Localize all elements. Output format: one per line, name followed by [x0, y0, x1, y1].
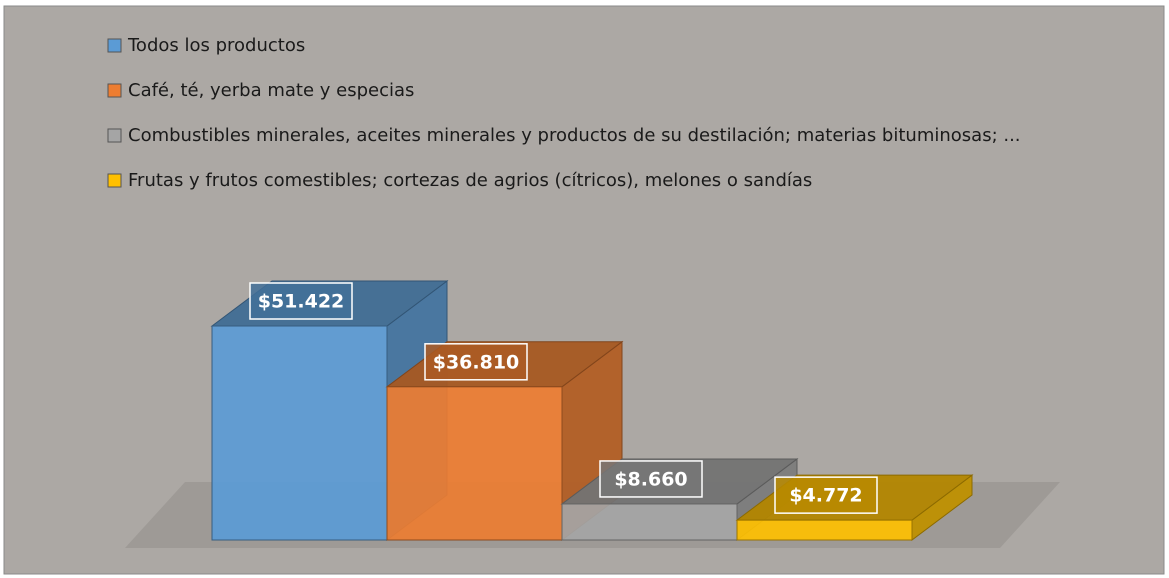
- legend-label: Frutas y frutos comestibles; cortezas de…: [128, 170, 812, 191]
- legend-label: Todos los productos: [127, 35, 305, 56]
- legend-label: Combustibles minerales, aceites minerale…: [128, 125, 1021, 146]
- legend-swatch: [107, 38, 122, 53]
- bar: [561, 503, 738, 541]
- legend-swatch: [107, 128, 122, 143]
- value-label: $8.660: [614, 468, 687, 490]
- value-label-box: [774, 476, 878, 514]
- value-label: $4.772: [789, 485, 862, 507]
- value-label: $51.422: [258, 291, 345, 313]
- value-label: $36.810: [433, 351, 520, 373]
- legend-swatch: [107, 173, 122, 188]
- value-label-box: [599, 460, 703, 498]
- bar: [386, 386, 563, 541]
- legend-swatch: [107, 83, 122, 98]
- bar: [736, 519, 913, 541]
- bar: [211, 325, 388, 541]
- value-label-box: [249, 282, 353, 320]
- legend-label: Café, té, yerba mate y especias: [128, 80, 414, 101]
- value-label-box: [424, 343, 528, 381]
